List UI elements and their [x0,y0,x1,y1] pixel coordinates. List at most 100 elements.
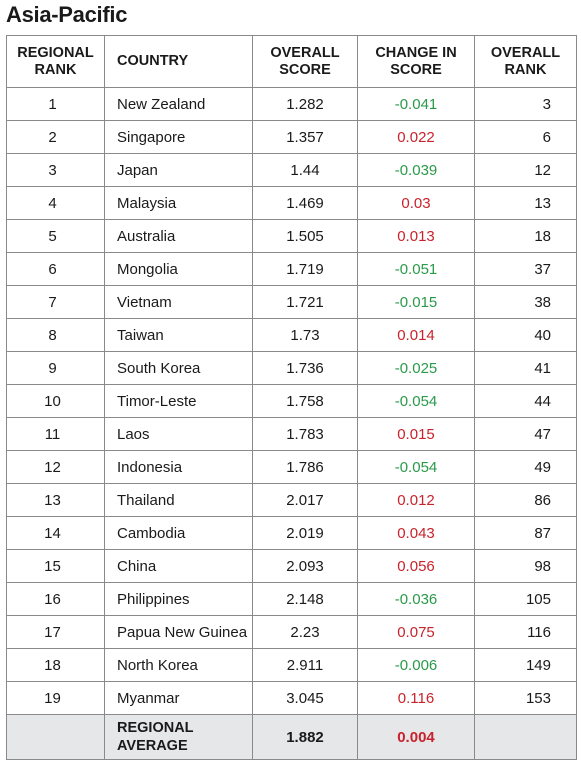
change-in-score-cell: -0.006 [357,648,475,682]
table-row: 19 Myanmar 3.045 0.116 153 [6,681,577,715]
overall-score-cell: 1.758 [252,384,358,418]
rank-cell: 10 [6,384,105,418]
overall-rank-cell: 6 [474,120,577,154]
country-cell: Taiwan [104,318,253,352]
overall-score-cell: 1.282 [252,87,358,121]
country-cell: Laos [104,417,253,451]
table-row: 14 Cambodia 2.019 0.043 87 [6,516,577,550]
overall-score-cell: 2.911 [252,648,358,682]
average-overall-rank-cell [474,714,577,760]
rank-cell: 19 [6,681,105,715]
country-cell: Cambodia [104,516,253,550]
table-row: 7 Vietnam 1.721 -0.015 38 [6,285,577,319]
change-in-score-cell: 0.043 [357,516,475,550]
overall-score-cell: 1.736 [252,351,358,385]
country-cell: Malaysia [104,186,253,220]
overall-score-cell: 2.23 [252,615,358,649]
rank-cell: 4 [6,186,105,220]
average-label: REGIONAL AVERAGE [104,714,253,760]
table-row: 12 Indonesia 1.786 -0.054 49 [6,450,577,484]
change-in-score-cell: 0.013 [357,219,475,253]
change-in-score-cell: -0.015 [357,285,475,319]
header-overall-rank: OVERALL RANK [474,35,577,88]
overall-rank-cell: 87 [474,516,577,550]
overall-rank-cell: 37 [474,252,577,286]
country-cell: Indonesia [104,450,253,484]
overall-score-cell: 1.44 [252,153,358,187]
overall-rank-cell: 49 [474,450,577,484]
country-cell: Singapore [104,120,253,154]
country-cell: Myanmar [104,681,253,715]
rank-cell: 8 [6,318,105,352]
overall-score-cell: 3.045 [252,681,358,715]
rank-cell: 15 [6,549,105,583]
header-change-in-score: CHANGE IN SCORE [357,35,475,88]
overall-rank-cell: 18 [474,219,577,253]
change-in-score-cell: -0.036 [357,582,475,616]
overall-rank-cell: 12 [474,153,577,187]
overall-score-cell: 2.017 [252,483,358,517]
table-row: 16 Philippines 2.148 -0.036 105 [6,582,577,616]
overall-score-cell: 2.019 [252,516,358,550]
country-cell: Philippines [104,582,253,616]
table-row: 18 North Korea 2.911 -0.006 149 [6,648,577,682]
table-row: 13 Thailand 2.017 0.012 86 [6,483,577,517]
regional-average-row: REGIONAL AVERAGE 1.882 0.004 [6,714,577,760]
rank-cell: 16 [6,582,105,616]
overall-rank-cell: 44 [474,384,577,418]
rank-cell: 1 [6,87,105,121]
country-cell: North Korea [104,648,253,682]
overall-score-cell: 1.469 [252,186,358,220]
country-cell: Mongolia [104,252,253,286]
table-row: 3 Japan 1.44 -0.039 12 [6,153,577,187]
change-in-score-cell: -0.041 [357,87,475,121]
table-row: 17 Papua New Guinea 2.23 0.075 116 [6,615,577,649]
overall-score-cell: 2.093 [252,549,358,583]
overall-rank-cell: 40 [474,318,577,352]
change-in-score-cell: -0.051 [357,252,475,286]
overall-score-cell: 1.783 [252,417,358,451]
table-row: 11 Laos 1.783 0.015 47 [6,417,577,451]
table-row: 1 New Zealand 1.282 -0.041 3 [6,87,577,121]
change-in-score-cell: -0.039 [357,153,475,187]
country-cell: Australia [104,219,253,253]
rank-cell: 13 [6,483,105,517]
country-cell: Vietnam [104,285,253,319]
rank-cell: 11 [6,417,105,451]
overall-rank-cell: 149 [474,648,577,682]
rank-cell: 17 [6,615,105,649]
change-in-score-cell: 0.056 [357,549,475,583]
overall-score-cell: 2.148 [252,582,358,616]
change-in-score-cell: 0.015 [357,417,475,451]
change-in-score-cell: 0.012 [357,483,475,517]
table-row: 2 Singapore 1.357 0.022 6 [6,120,577,154]
table-row: 9 South Korea 1.736 -0.025 41 [6,351,577,385]
average-rank-cell [6,714,105,760]
rank-cell: 18 [6,648,105,682]
change-in-score-cell: 0.03 [357,186,475,220]
table-row: 8 Taiwan 1.73 0.014 40 [6,318,577,352]
overall-score-cell: 1.719 [252,252,358,286]
rank-cell: 14 [6,516,105,550]
header-regional-rank: REGIONAL RANK [6,35,105,88]
overall-score-cell: 1.721 [252,285,358,319]
overall-rank-cell: 3 [474,87,577,121]
average-score: 1.882 [252,714,358,760]
change-in-score-cell: 0.022 [357,120,475,154]
country-cell: Papua New Guinea [104,615,253,649]
country-cell: China [104,549,253,583]
rank-cell: 9 [6,351,105,385]
rank-cell: 6 [6,252,105,286]
table-row: 15 China 2.093 0.056 98 [6,549,577,583]
overall-rank-cell: 38 [474,285,577,319]
table-body: 1 New Zealand 1.282 -0.041 3 2 Singapore 1.357 0… [6,87,577,760]
overall-score-cell: 1.786 [252,450,358,484]
table-row: 10 Timor-Leste 1.758 -0.054 44 [6,384,577,418]
rank-cell: 3 [6,153,105,187]
average-change: 0.004 [357,714,475,760]
asia-pacific-rankings-table: REGIONAL RANK COUNTRY OVERALL SCORE CHAN… [6,35,577,760]
overall-score-cell: 1.357 [252,120,358,154]
header-country: COUNTRY [104,35,253,88]
change-in-score-cell: 0.014 [357,318,475,352]
table-row: 6 Mongolia 1.719 -0.051 37 [6,252,577,286]
